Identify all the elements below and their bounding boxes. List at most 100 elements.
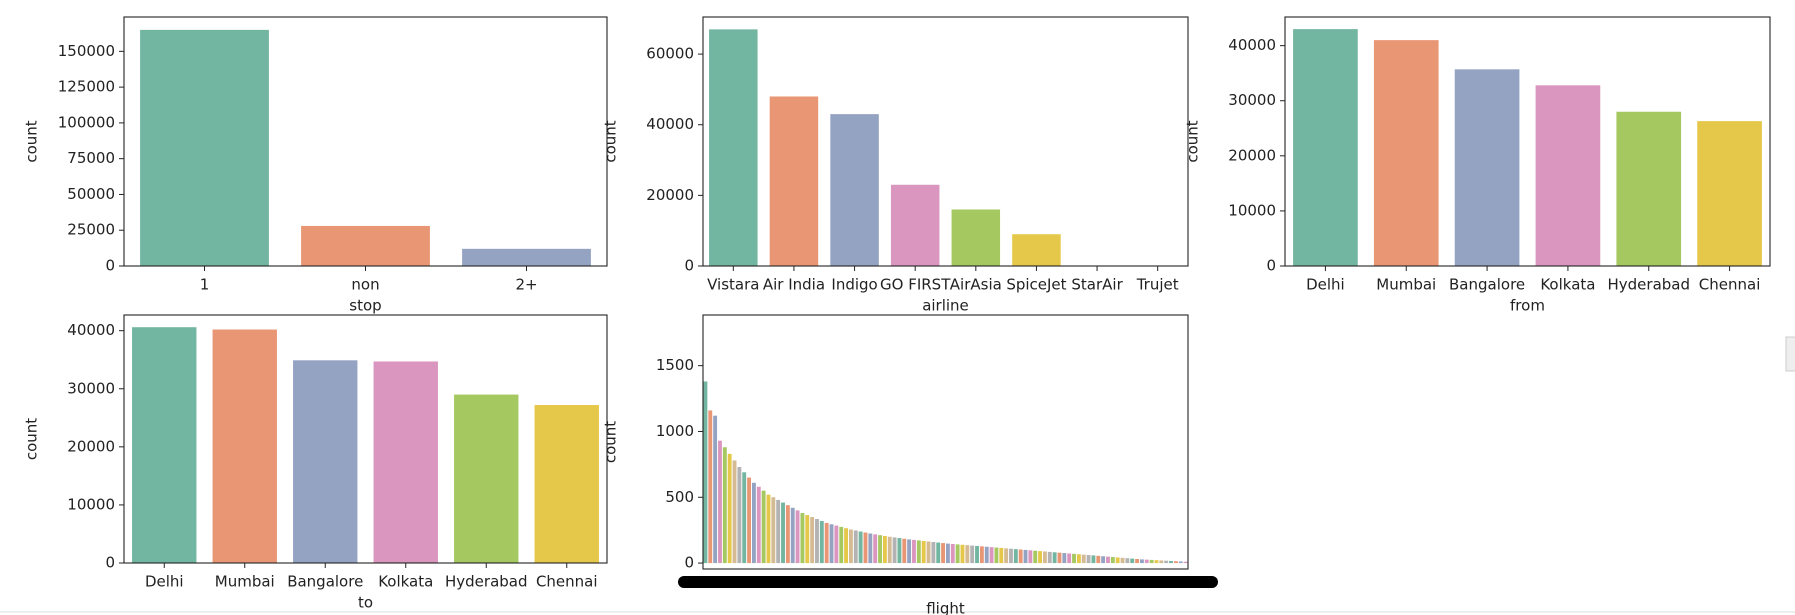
bar [960, 544, 965, 564]
x-axis-label: flight [926, 600, 965, 615]
bar [926, 541, 931, 564]
bar [1159, 560, 1164, 564]
x-tick-label: Indigo [831, 276, 877, 294]
bar [373, 361, 438, 563]
y-tick-label: 30000 [67, 379, 115, 397]
bar [761, 490, 766, 564]
x-axis-label: from [1510, 297, 1545, 315]
bar [1120, 557, 1125, 564]
x-tick-label: Hyderabad [1608, 276, 1691, 294]
bar [834, 525, 839, 564]
x-tick-label: Mumbai [1376, 276, 1436, 294]
bar [1616, 111, 1682, 266]
bar [1096, 555, 1101, 564]
bar [1164, 560, 1169, 564]
bar [771, 497, 776, 564]
bar [829, 524, 834, 564]
x-axis-label: airline [922, 297, 969, 315]
y-tick-label: 75000 [67, 149, 115, 167]
x-tick-label: AirAsia [950, 276, 1002, 294]
bar [873, 534, 878, 564]
x-tick-label: non [351, 276, 379, 294]
bar [1012, 234, 1061, 266]
y-tick-label: 100000 [58, 113, 115, 131]
bar [1047, 551, 1052, 564]
x-tick-label: Vistara [707, 276, 759, 294]
x-tick-label: 2+ [515, 276, 537, 294]
y-tick-label: 125000 [58, 78, 115, 96]
x-axis-label: to [358, 594, 373, 612]
bar [1013, 549, 1018, 564]
bar [805, 515, 810, 564]
bar [1169, 560, 1173, 564]
bar [790, 507, 795, 564]
y-tick-label: 0 [1266, 257, 1276, 275]
x-tick-label: Delhi [145, 573, 184, 591]
bar [975, 545, 979, 564]
y-axis-label: count [23, 418, 41, 460]
x-tick-label: 1 [200, 276, 210, 294]
bar [824, 522, 829, 564]
y-tick-label: 1000 [656, 422, 694, 440]
bar [844, 528, 849, 564]
y-tick-label: 0 [105, 257, 115, 275]
y-tick-label: 0 [105, 554, 115, 572]
bar [751, 482, 756, 564]
x-tick-label: Mumbai [215, 573, 275, 591]
y-tick-label: 0 [684, 554, 694, 572]
bar [1373, 40, 1439, 266]
bar [1183, 561, 1188, 564]
scroll-tab[interactable] [1785, 336, 1795, 372]
y-tick-label: 40000 [646, 115, 694, 133]
bar [800, 513, 805, 564]
axes-frame [702, 16, 1189, 267]
bar [766, 494, 771, 564]
bar [747, 477, 752, 564]
x-tick-label: Kolkata [378, 573, 433, 591]
bar [1101, 556, 1106, 564]
bar [1023, 549, 1028, 564]
bar [945, 543, 950, 564]
x-tick-label: Hyderabad [445, 573, 528, 591]
bar [810, 517, 815, 564]
y-tick-label: 500 [665, 488, 694, 506]
bar [708, 410, 713, 564]
bar [1091, 555, 1096, 564]
bar [1086, 555, 1091, 564]
bar [1139, 559, 1144, 564]
bar [1149, 559, 1154, 564]
bar [756, 486, 761, 564]
y-tick-label: 0 [684, 257, 694, 275]
bar [936, 542, 941, 564]
x-tick-label: Bangalore [1449, 276, 1525, 294]
bar [742, 472, 747, 564]
x-tick-label: Bangalore [287, 573, 363, 591]
axes-frame [702, 314, 1189, 570]
bar [1454, 69, 1520, 266]
bar [921, 540, 926, 564]
bar [868, 533, 873, 564]
bar [709, 29, 758, 267]
bar [1173, 561, 1178, 564]
y-tick-label: 20000 [646, 186, 694, 204]
bar [897, 538, 902, 564]
bar [950, 543, 955, 564]
x-tick-label: Kolkata [1540, 276, 1595, 294]
bar [1115, 557, 1120, 564]
bar [1052, 552, 1057, 564]
bar [1062, 553, 1067, 564]
bar [737, 467, 742, 564]
bar [1154, 560, 1159, 564]
bar [703, 381, 708, 564]
bar [776, 499, 781, 564]
x-tick-label: GO FIRST [880, 276, 951, 294]
bar [1293, 29, 1358, 266]
y-tick-label: 40000 [67, 321, 115, 339]
y-axis-label: count [1184, 120, 1202, 162]
bar [1004, 548, 1009, 564]
x-tick-label: Chennai [1699, 276, 1761, 294]
y-axis-label: count [23, 120, 41, 162]
bar [140, 29, 269, 267]
bar [858, 531, 863, 564]
